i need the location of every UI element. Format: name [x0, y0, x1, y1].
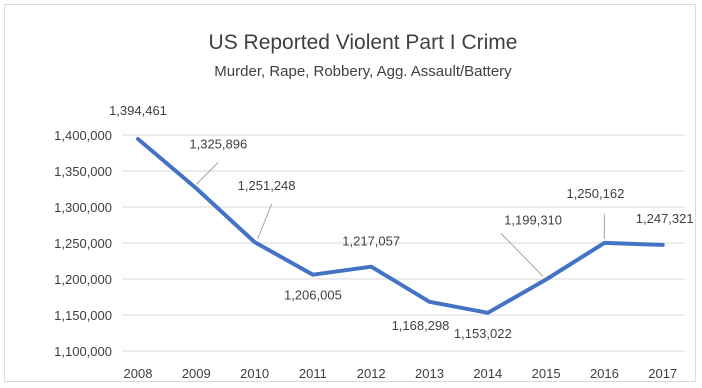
y-axis-ticks: 1,100,000 1,150,000 1,200,000 1,250,000 1,30…: [54, 128, 112, 359]
y-tick-label: 1,200,000: [54, 272, 112, 287]
x-tick-label: 2009: [182, 366, 211, 381]
x-tick-label: 2014: [473, 366, 502, 381]
series-layer: [136, 137, 665, 315]
x-tick-label: 2008: [124, 366, 153, 381]
x-tick-label: 2010: [240, 366, 269, 381]
chart-title: US Reported Violent Part I Crime: [209, 31, 518, 54]
y-tick-label: 1,150,000: [54, 308, 112, 323]
data-labels: 1,394,461 1,325,896 1,251,248 1,206,005 1,21…: [109, 103, 694, 341]
data-label: 1,153,022: [454, 326, 512, 341]
data-label: 1,168,298: [392, 318, 450, 333]
y-tick-label: 1,300,000: [54, 200, 112, 215]
label-leader-lines: [195, 162, 605, 277]
y-tick-label: 1,250,000: [54, 236, 112, 251]
leader-line: [195, 162, 219, 185]
x-tick-label: 2017: [648, 366, 677, 381]
data-label: 1,250,162: [566, 186, 624, 201]
x-tick-label: 2013: [415, 366, 444, 381]
data-label: 1,199,310: [504, 212, 562, 227]
y-tick-label: 1,100,000: [54, 344, 112, 359]
data-label: 1,394,461: [109, 103, 167, 118]
series-line: [136, 137, 665, 315]
leader-line: [257, 203, 273, 240]
y-tick-label: 1,400,000: [54, 128, 112, 143]
x-axis-ticks: 2008 2009 2010 2011 2012 2013 2014 2015 2016 2017: [124, 366, 678, 381]
x-tick-label: 2015: [532, 366, 561, 381]
x-tick-label: 2016: [590, 366, 619, 381]
data-label: 1,206,005: [284, 288, 342, 303]
data-label: 1,251,248: [238, 178, 296, 193]
x-tick-label: 2011: [299, 366, 327, 381]
y-tick-label: 1,350,000: [54, 164, 112, 179]
data-label: 1,247,321: [636, 211, 694, 226]
data-label: 1,217,057: [342, 234, 400, 249]
x-tick-label: 2012: [357, 366, 386, 381]
chart-frame: [4, 4, 696, 382]
leader-line: [500, 233, 544, 277]
chart-subtitle: Murder, Rape, Robbery, Agg. Assault/Batt…: [214, 63, 512, 80]
data-label: 1,325,896: [189, 136, 247, 151]
